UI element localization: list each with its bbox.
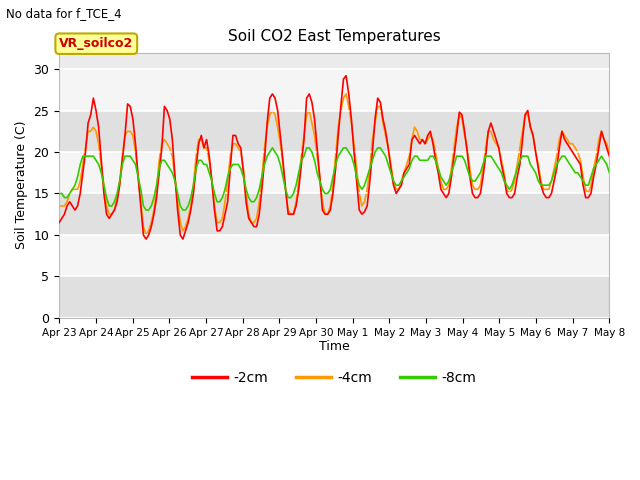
Legend: -2cm, -4cm, -8cm: -2cm, -4cm, -8cm [186, 365, 483, 391]
Bar [59, 152, 609, 193]
Bar [59, 69, 609, 110]
Bar [59, 193, 609, 235]
Text: VR_soilco2: VR_soilco2 [59, 37, 133, 50]
Bar [59, 276, 609, 318]
Bar [59, 110, 609, 152]
Text: No data for f_TCE_4: No data for f_TCE_4 [6, 7, 122, 20]
Title: Soil CO2 East Temperatures: Soil CO2 East Temperatures [228, 29, 440, 44]
X-axis label: Time: Time [319, 340, 349, 353]
Y-axis label: Soil Temperature (C): Soil Temperature (C) [15, 121, 28, 250]
Bar [59, 235, 609, 276]
